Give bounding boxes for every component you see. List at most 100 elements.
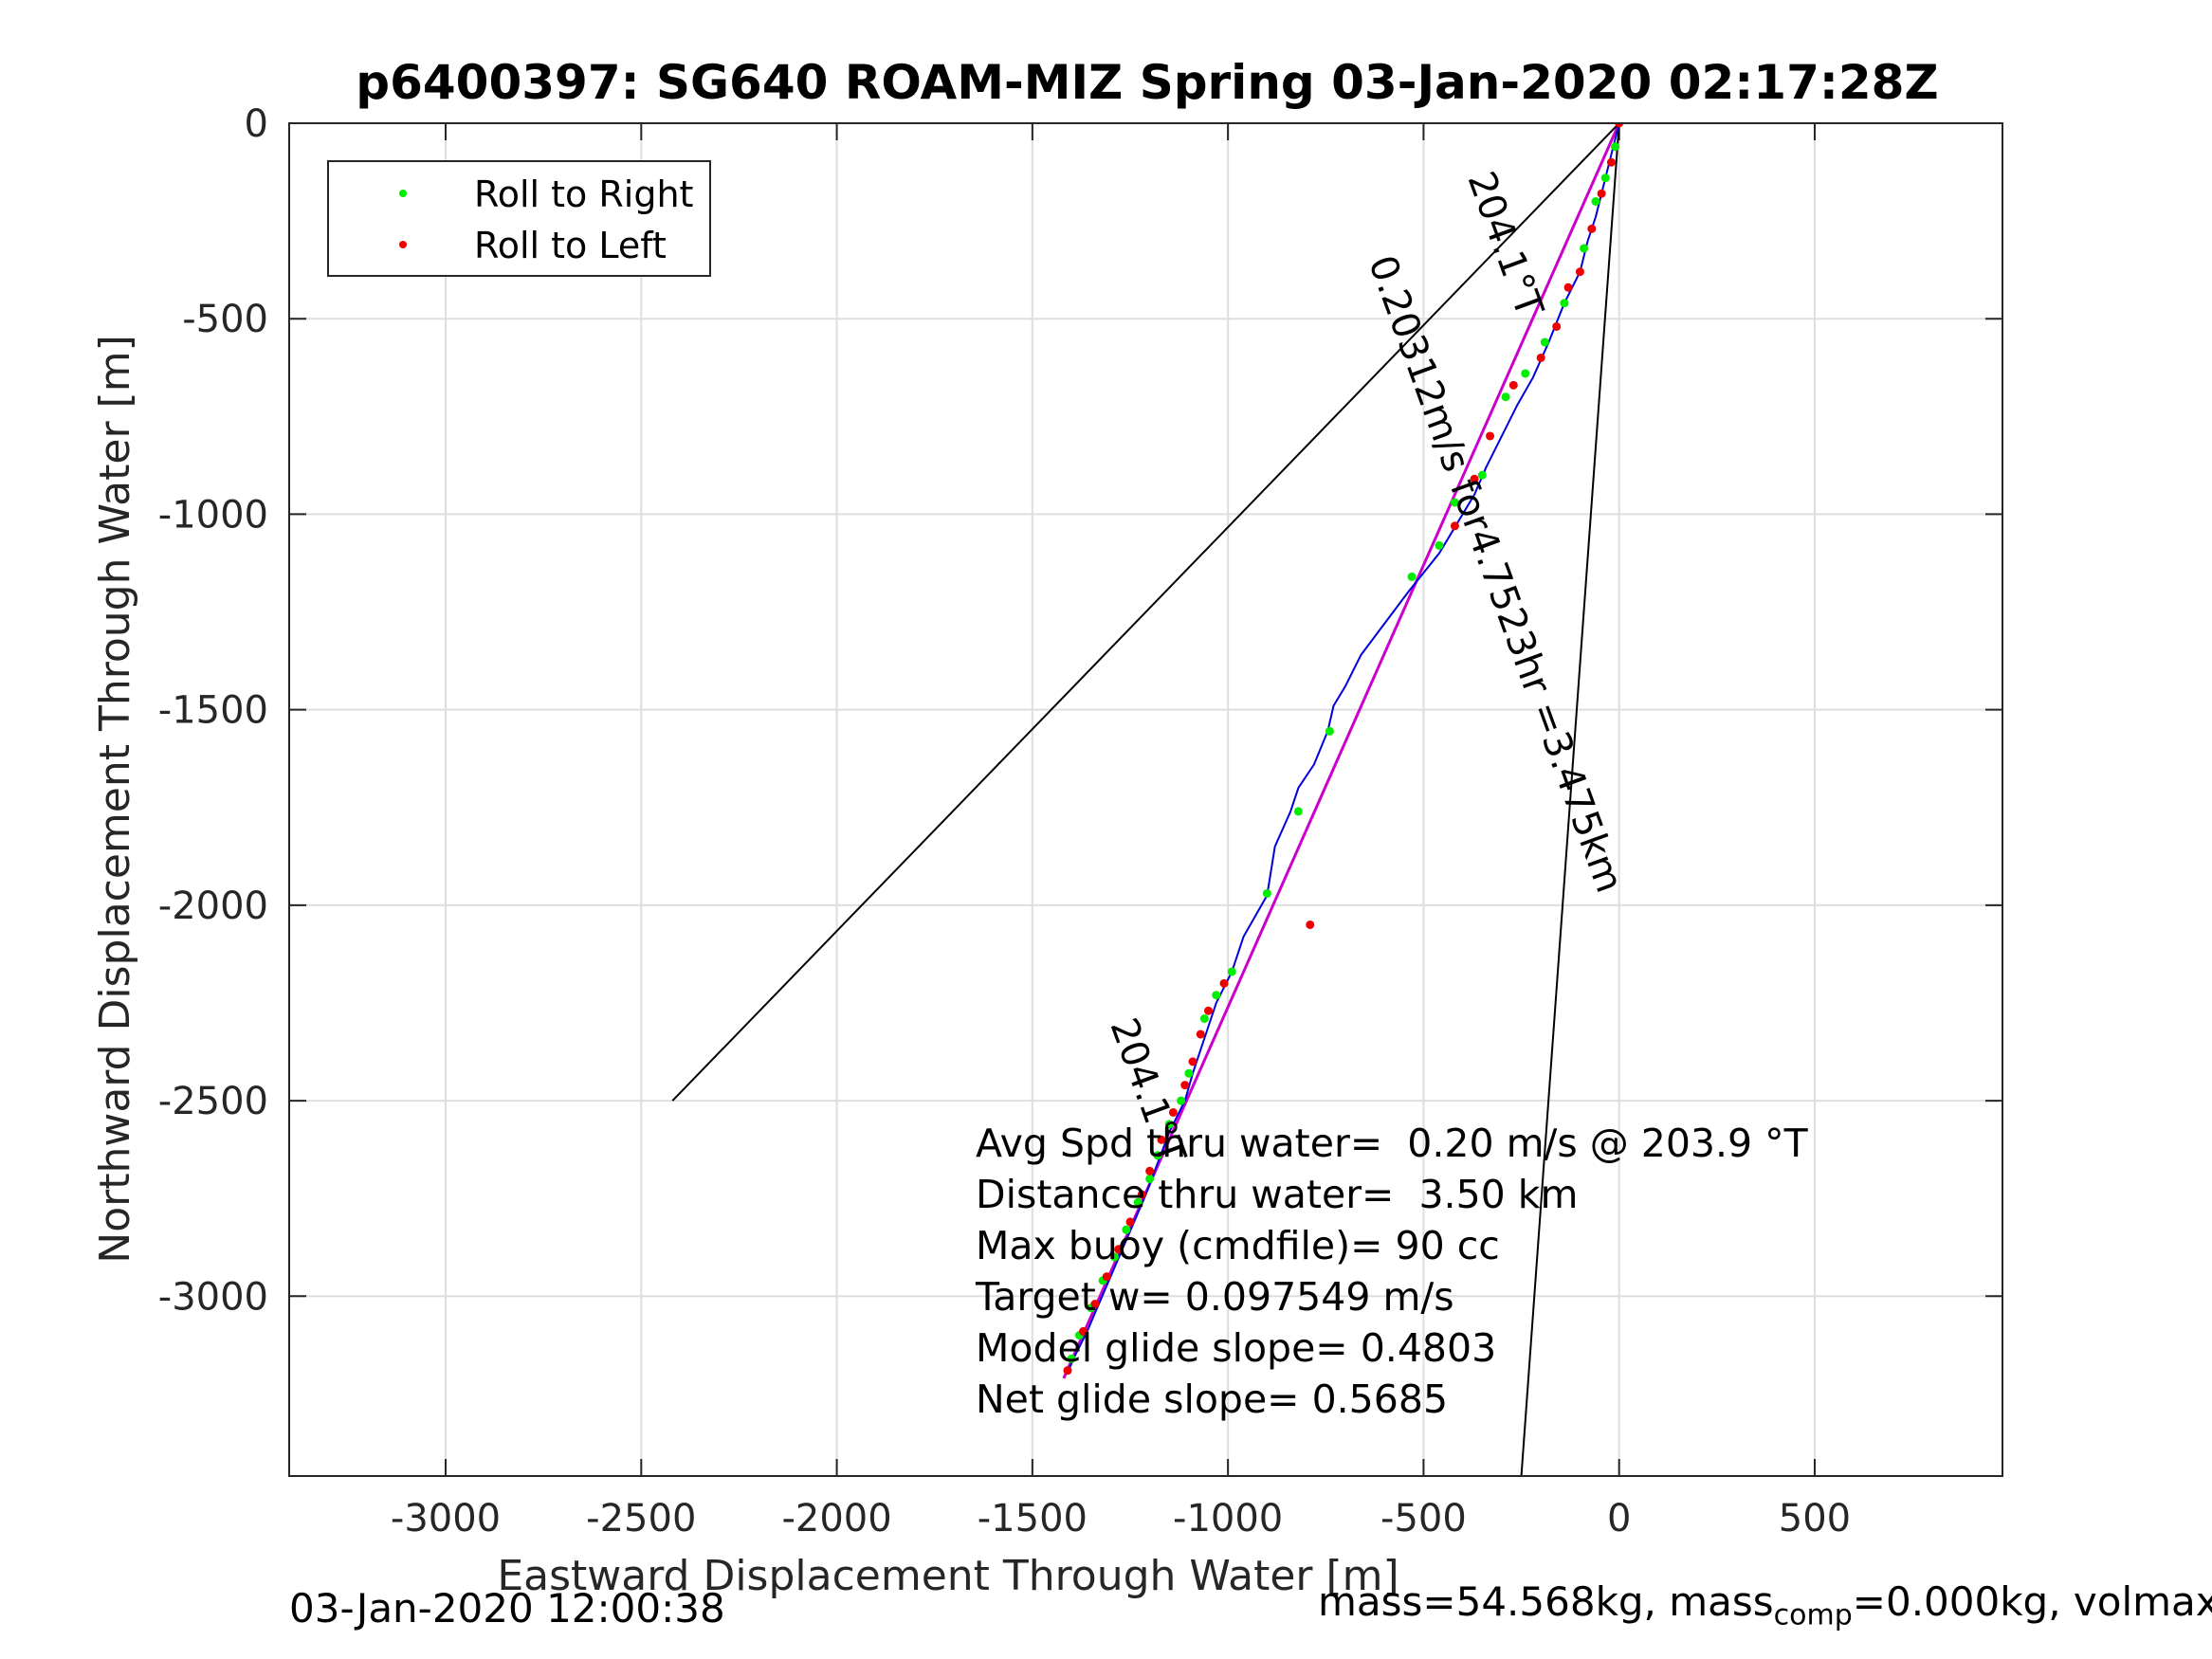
- roll-right-point: [1067, 1354, 1076, 1363]
- roll-right-point: [1109, 1252, 1119, 1262]
- axis-ticks: [289, 122, 2002, 1476]
- y-tick-label: -2500: [158, 1080, 268, 1123]
- plot-frame: [288, 122, 2003, 1477]
- roll-left-point: [1508, 380, 1518, 390]
- roll-left-point: [1450, 521, 1459, 531]
- roll-right-point: [1199, 1013, 1209, 1023]
- roll-right-point: [1580, 244, 1589, 253]
- x-tick-label: -1000: [1173, 1497, 1283, 1540]
- y-tick-label: -500: [182, 298, 268, 341]
- stat-target-w: Target w= 0.097549 m/s: [975, 1274, 1454, 1320]
- legend-marker-roll-left: [399, 241, 407, 248]
- roll-right-point: [1293, 807, 1303, 816]
- roll-left-point: [1219, 978, 1229, 988]
- x-tick-label: 0: [1607, 1497, 1631, 1540]
- roll-right-point: [1177, 1096, 1186, 1105]
- legend-label-roll-right: Roll to Right: [474, 173, 693, 215]
- roll-right-point: [1450, 498, 1459, 507]
- legend-label-roll-left: Roll to Left: [474, 225, 667, 266]
- chart-title: p6400397: SG640 ROAM-MIZ Spring 03-Jan-2…: [356, 55, 1938, 110]
- roll-points: [1063, 123, 1624, 1376]
- roll-right-point: [1591, 196, 1600, 206]
- stat-model-glide-slope: Model glide slope= 0.4803: [976, 1325, 1496, 1371]
- grid-lines: [289, 122, 2002, 1476]
- roll-left-point: [1615, 123, 1624, 128]
- x-tick-label: -1500: [978, 1497, 1088, 1540]
- x-tick-label: -500: [1380, 1497, 1467, 1540]
- plot-area: [671, 123, 1624, 1476]
- roll-right-point: [1407, 572, 1417, 581]
- legend: Roll to Right Roll to Left: [327, 160, 711, 277]
- roll-right-point: [1227, 967, 1236, 976]
- roll-left-point: [1157, 1135, 1166, 1144]
- roll-right-point: [1122, 1225, 1131, 1234]
- track-lines: [1067, 123, 1620, 1374]
- roll-left-point: [1168, 1107, 1178, 1117]
- roll-right-point: [1560, 299, 1569, 308]
- x-axis-label: Eastward Displacement Through Water [m]: [497, 1552, 1398, 1600]
- roll-left-point: [1078, 1326, 1088, 1336]
- footer-mass-suffix: =0.000kg, volmax: [1852, 1578, 2212, 1625]
- roll-right-point: [1164, 1120, 1174, 1129]
- roll-right-point: [1184, 1068, 1194, 1078]
- stats-block: Avg Spd thru water= 0.20 m/s @ 203.9 °T …: [975, 1121, 1809, 1422]
- roll-left-point: [1470, 474, 1479, 483]
- y-tick-label: -1500: [158, 689, 268, 733]
- roll-left-point: [1090, 1300, 1100, 1309]
- x-tick-label: -2500: [586, 1497, 696, 1540]
- roll-left-point: [1063, 1366, 1072, 1376]
- y-tick-label: 0: [245, 102, 268, 146]
- tick-labels: -3000 -2500 -2000 -1500 -1000 -500 0 500 0 -500 -1…: [158, 102, 1851, 1540]
- roll-left-point: [1204, 1006, 1214, 1015]
- roll-left-point: [1102, 1272, 1111, 1282]
- roll-left-point: [1587, 224, 1597, 233]
- footer-mass-subscript: comp: [1773, 1598, 1853, 1632]
- x-tick-label: -3000: [391, 1497, 501, 1540]
- roll-right-point: [1325, 726, 1334, 736]
- roll-right-point: [1153, 1151, 1162, 1160]
- roll-right-point: [1262, 888, 1271, 898]
- y-axis-label: Northward Displacement Through Water [m]: [91, 335, 139, 1263]
- x-tick-label: 500: [1779, 1497, 1851, 1540]
- roll-left-point: [1552, 321, 1562, 331]
- stat-max-buoy: Max buoy (cmdfile)= 90 cc: [976, 1223, 1500, 1268]
- roll-left-point: [1145, 1166, 1155, 1176]
- stat-avg-speed: Avg Spd thru water= 0.20 m/s @ 203.9 °T: [976, 1121, 1809, 1166]
- roll-left-point: [1137, 1190, 1146, 1199]
- roll-left-point: [1188, 1057, 1197, 1066]
- roll-left-point: [1536, 353, 1545, 362]
- roll-right-point: [1600, 173, 1610, 183]
- y-tick-label: -2000: [158, 884, 268, 928]
- roll-right-point: [1611, 142, 1620, 152]
- roll-left-point: [1563, 283, 1573, 292]
- legend-box: [327, 160, 711, 277]
- footer-mass-prefix: mass=54.568kg, mass: [1318, 1578, 1774, 1625]
- roll-right-point: [1212, 991, 1221, 1000]
- roll-left-point: [1575, 267, 1584, 277]
- x-tick-label: -2000: [781, 1497, 891, 1540]
- roll-right-point: [1145, 1175, 1155, 1184]
- roll-right-point: [1435, 540, 1444, 550]
- roll-left-point: [1306, 920, 1315, 929]
- y-tick-label: -3000: [158, 1275, 268, 1319]
- roll-left-point: [1180, 1081, 1190, 1090]
- footer-timestamp: 03-Jan-2020 12:00:38: [289, 1585, 725, 1632]
- y-tick-label: -1000: [158, 493, 268, 537]
- roll-left-point: [1486, 431, 1495, 441]
- roll-left-point: [1125, 1217, 1135, 1227]
- stat-net-glide-slope: Net glide slope= 0.5685: [976, 1376, 1448, 1422]
- legend-marker-roll-right: [399, 190, 407, 197]
- footer-mass-info: mass=54.568kg, masscomp=0.000kg, volmax: [1318, 1578, 2212, 1632]
- roll-right-point: [1521, 369, 1530, 378]
- roll-left-point: [1597, 189, 1606, 198]
- roll-right-point: [1540, 337, 1549, 347]
- roll-left-point: [1606, 157, 1616, 167]
- reference-line: [671, 123, 1620, 1102]
- roll-left-point: [1114, 1245, 1124, 1254]
- stat-distance: Distance thru water= 3.50 km: [976, 1172, 1578, 1217]
- track-line: [1067, 123, 1620, 1374]
- reference-line: [1520, 123, 1620, 1476]
- roll-left-point: [1196, 1030, 1205, 1039]
- roll-right-point: [1477, 470, 1487, 480]
